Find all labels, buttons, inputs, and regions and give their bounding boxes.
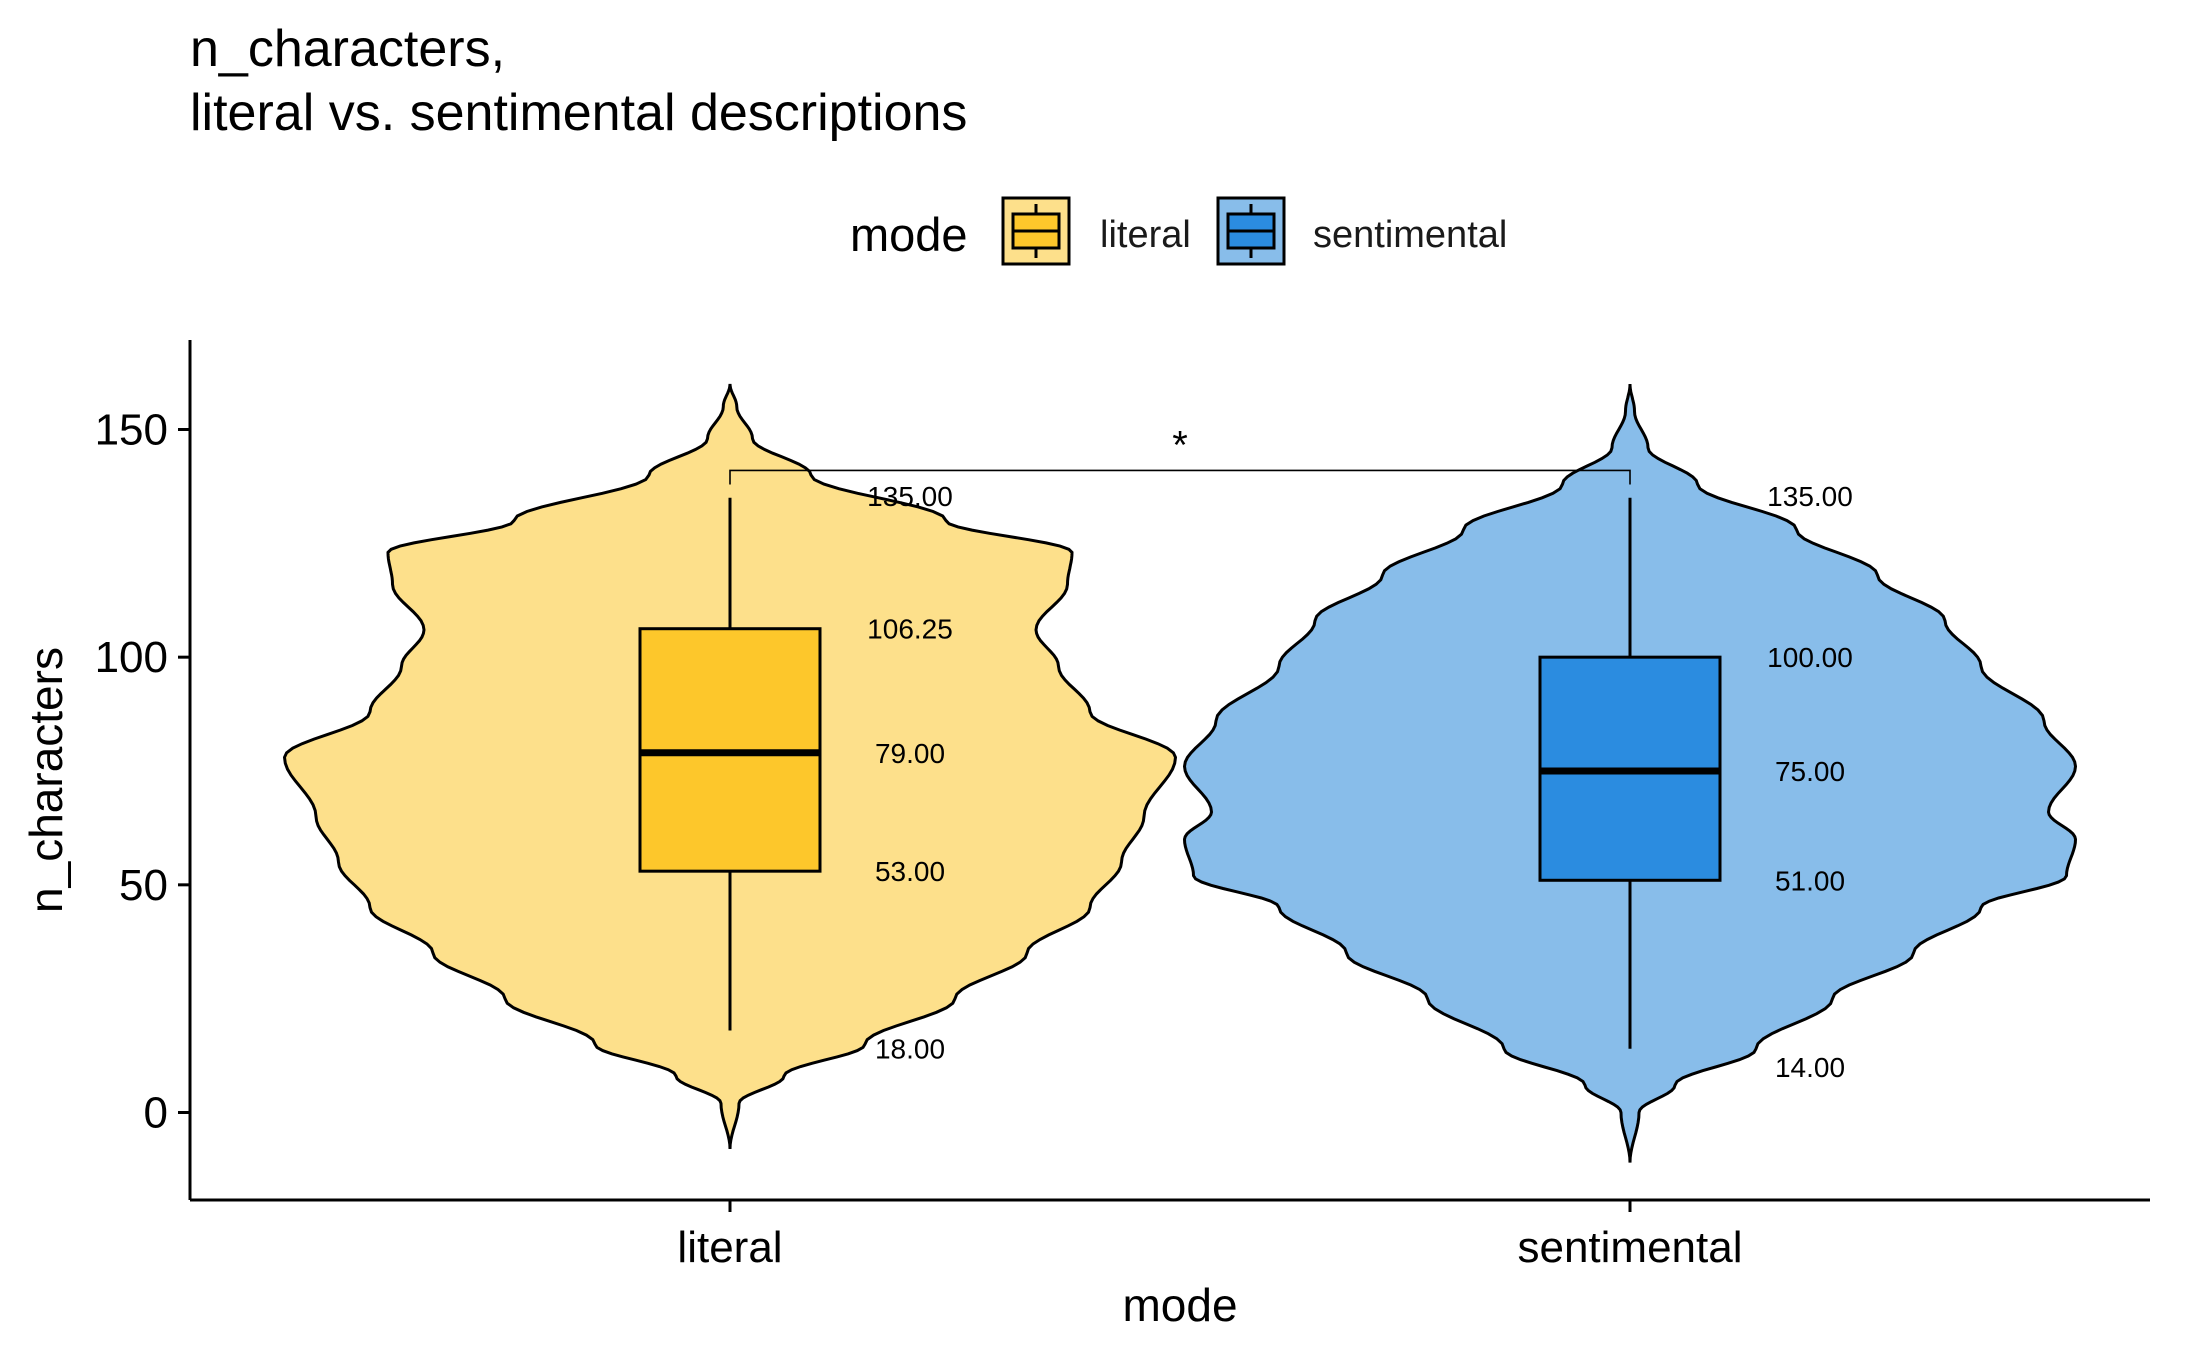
x-tick-label-literal: literal [677, 1223, 782, 1272]
y-tick-label-0: 0 [144, 1089, 168, 1138]
y-axis-title: n_characters [20, 647, 72, 913]
significance-line [729, 469, 1631, 485]
legend-key-sentimental [1216, 196, 1286, 266]
stat-label-q3-sentimental: 100.00 [1767, 642, 1853, 673]
stat-label-whisker-high-literal: 135.00 [867, 481, 953, 512]
x-axis-title: mode [1122, 1279, 1237, 1331]
y-axis: 0 50 100 150 [95, 340, 192, 1200]
stat-label-whisker-low-sentimental: 14.00 [1775, 1052, 1845, 1083]
x-axis: literal sentimental [190, 1198, 2150, 1272]
significance-label: * [1172, 423, 1188, 467]
series-literal: 135.00 106.25 79.00 53.00 18.00 [282, 383, 1178, 1149]
legend-key-literal [1001, 196, 1071, 266]
stat-label-q3-literal: 106.25 [867, 614, 953, 645]
y-tick-label-50: 50 [119, 861, 168, 910]
stat-label-q1-literal: 53.00 [875, 856, 945, 887]
stat-label-median-literal: 79.00 [875, 738, 945, 769]
stat-label-q1-sentimental: 51.00 [1775, 865, 1845, 896]
series-sentimental: 135.00 100.00 75.00 51.00 14.00 [1182, 383, 2078, 1163]
significance-bracket: * [729, 423, 1631, 485]
stat-label-whisker-high-sentimental: 135.00 [1767, 481, 1853, 512]
legend-label-sentimental: sentimental [1313, 214, 1507, 256]
legend-title: mode [850, 208, 968, 261]
x-tick-label-sentimental: sentimental [1517, 1223, 1742, 1272]
stat-label-whisker-low-literal: 18.00 [875, 1034, 945, 1065]
stat-label-median-sentimental: 75.00 [1775, 756, 1845, 787]
chart-title-line-1: n_characters, [190, 20, 505, 78]
legend-label-literal: literal [1100, 214, 1191, 256]
legend: mode literal sentimental [850, 196, 1507, 266]
chart-title-line-2: literal vs. sentimental descriptions [190, 84, 967, 142]
legend-entry-sentimental: sentimental [1216, 196, 1507, 266]
legend-entry-literal: literal [1001, 196, 1191, 266]
y-tick-label-100: 100 [95, 633, 168, 682]
y-tick-label-150: 150 [95, 406, 168, 455]
